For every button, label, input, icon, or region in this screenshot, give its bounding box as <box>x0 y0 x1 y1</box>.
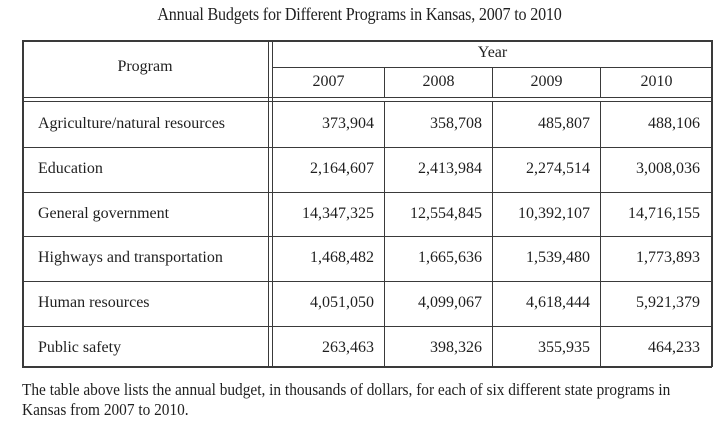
program-column-header: Program <box>117 58 173 75</box>
budget-value-cell: 2,413,984 <box>418 160 482 177</box>
budget-value-cell: 488,106 <box>648 115 700 132</box>
column-divider <box>492 67 493 97</box>
budget-value-cell: 4,099,067 <box>418 294 482 311</box>
year-group-header: Year <box>477 44 508 61</box>
budget-value-cell: 1,539,480 <box>526 249 590 266</box>
budget-value-cell: 355,935 <box>538 339 590 356</box>
budget-value-cell: 373,904 <box>322 115 374 132</box>
year-column-header: 2008 <box>422 73 455 90</box>
program-cell: Education <box>38 160 103 177</box>
budget-value-cell: 4,051,050 <box>310 294 374 311</box>
budget-value-cell: 3,008,036 <box>636 160 700 177</box>
row-divider <box>22 147 712 148</box>
column-divider <box>600 67 601 97</box>
program-cell: Highways and transportation <box>38 249 223 266</box>
program-cell: Human resources <box>38 294 150 311</box>
budget-value-cell: 2,274,514 <box>526 160 590 177</box>
table-caption: The table above lists the annual budget,… <box>22 380 671 419</box>
table-title: Annual Budgets for Different Programs in… <box>157 4 562 24</box>
column-divider <box>384 102 385 367</box>
header-divider <box>22 97 712 99</box>
program-column-divider <box>268 40 270 367</box>
program-cell: Agriculture/natural resources <box>38 115 226 132</box>
budget-value-cell: 464,233 <box>648 339 700 356</box>
table-border-bottom <box>22 366 712 368</box>
budget-value-cell: 5,921,379 <box>636 294 700 311</box>
budget-value-cell: 14,347,325 <box>302 205 374 222</box>
row-divider <box>22 326 712 327</box>
year-column-header: 2007 <box>312 73 345 90</box>
program-column-divider <box>272 40 274 367</box>
budget-value-cell: 358,708 <box>430 115 482 132</box>
table-border-right <box>711 40 713 367</box>
budget-value-cell: 10,392,107 <box>518 205 590 222</box>
row-divider <box>22 192 712 193</box>
row-divider <box>22 236 712 237</box>
year-column-header: 2010 <box>640 73 673 90</box>
table-border-top <box>22 40 712 42</box>
budget-value-cell: 398,326 <box>430 339 482 356</box>
year-column-header: 2009 <box>530 73 563 90</box>
row-divider <box>22 281 712 282</box>
budget-value-cell: 263,463 <box>322 339 374 356</box>
budget-value-cell: 14,716,155 <box>628 205 700 222</box>
budget-value-cell: 1,468,482 <box>310 249 374 266</box>
table-border-left <box>22 40 24 367</box>
budget-value-cell: 4,618,444 <box>526 294 590 311</box>
budget-value-cell: 2,164,607 <box>310 160 374 177</box>
budget-value-cell: 12,554,845 <box>410 205 482 222</box>
budget-table: Program Year 2007 2008 2009 2010 Agricul… <box>22 40 713 368</box>
budget-value-cell: 485,807 <box>538 115 590 132</box>
column-divider <box>384 67 385 97</box>
budget-value-cell: 1,665,636 <box>418 249 482 266</box>
column-divider <box>600 102 601 367</box>
column-divider <box>492 102 493 367</box>
program-cell: General government <box>38 205 170 222</box>
program-cell: Public safety <box>38 339 122 356</box>
budget-value-cell: 1,773,893 <box>636 249 700 266</box>
header-divider <box>22 101 712 103</box>
